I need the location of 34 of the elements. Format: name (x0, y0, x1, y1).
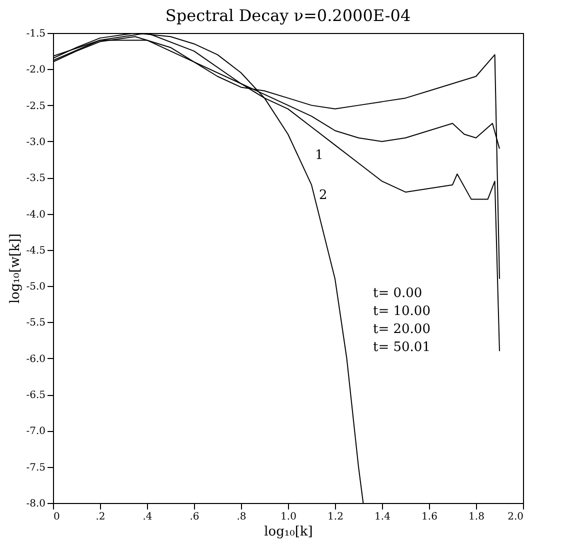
y-tick-label: -4.0 (26, 209, 46, 220)
x-tick-label: 0 (54, 512, 60, 522)
y-tick-label: -3.0 (26, 136, 46, 148)
x-tick-label: .6 (190, 512, 200, 522)
chart-title: Spectral Decay ν=0.2000E-04 (165, 6, 411, 25)
x-tick-label: .2 (96, 512, 106, 522)
x-tick-label: .8 (236, 512, 246, 522)
y-tick-label: -4.5 (26, 245, 46, 256)
y-tick-label: -3.5 (26, 173, 46, 184)
y-tick-label: -5.0 (26, 282, 46, 293)
annotation: t= 50.01 (373, 340, 430, 355)
x-tick-label: 1.4 (374, 512, 390, 522)
annotation: t= 10.00 (373, 304, 430, 319)
y-tick-label: -6.5 (26, 390, 46, 402)
y-tick-label: -2.5 (26, 100, 46, 112)
x-tick-label: 1.8 (468, 512, 484, 522)
x-axis-title: log₁₀[k] (264, 524, 313, 540)
x-tick-label: 1.6 (422, 512, 438, 522)
y-tick-label: -7.5 (26, 462, 46, 474)
x-tick-label: .4 (142, 512, 152, 522)
y-tick-label: -7.0 (26, 426, 46, 438)
x-tick-label: 2.0 (508, 512, 524, 522)
y-tick-label: -6.0 (26, 354, 46, 365)
y-tick-label: -5.5 (26, 318, 46, 329)
annotation: t= 20.00 (373, 322, 430, 337)
y-tick-label: -8.0 (26, 498, 46, 510)
y-tick-label: -2.0 (26, 64, 46, 76)
x-tick-label: 1.0 (280, 512, 296, 522)
annotation: t= 0.00 (373, 286, 422, 301)
annotation: 2 (319, 188, 328, 203)
x-tick-label: 1.2 (328, 512, 344, 522)
y-tick-label: -1.5 (26, 28, 46, 40)
annotation: 1 (315, 148, 324, 163)
y-axis-title: log₁₀[w[k]] (8, 233, 24, 304)
